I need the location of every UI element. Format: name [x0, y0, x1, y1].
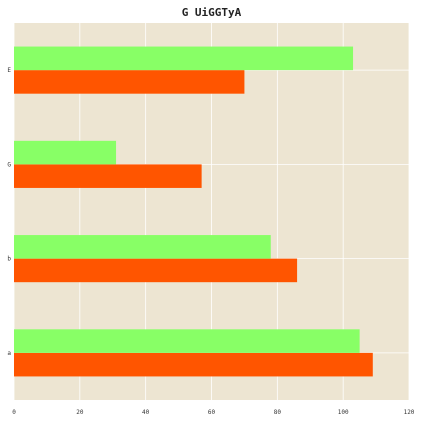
x-tick-label: 40 — [142, 409, 150, 416]
bar — [14, 164, 202, 188]
x-tick-label: 80 — [274, 409, 282, 416]
y-tick-label: b — [7, 256, 11, 263]
x-tick-label: 120 — [404, 409, 415, 416]
bar — [14, 258, 298, 283]
bar — [14, 329, 360, 353]
x-tick-labels: 0 20 40 60 80 100 120 — [12, 409, 415, 416]
bar — [14, 140, 117, 165]
bar — [14, 46, 354, 71]
bar — [14, 70, 245, 94]
bars — [14, 46, 373, 377]
x-tick-label: 60 — [208, 409, 216, 416]
y-tick-label: G — [7, 161, 11, 168]
chart-title: G UiGGTyA — [182, 6, 242, 19]
x-tick-label: 100 — [338, 409, 349, 416]
x-tick-label: 0 — [12, 409, 16, 416]
bar — [14, 235, 271, 259]
y-tick-label: E — [7, 67, 11, 74]
y-tick-label: a — [7, 350, 11, 357]
bar — [14, 352, 373, 377]
y-tick-labels: a b G E — [7, 67, 11, 357]
x-tick-label: 20 — [76, 409, 84, 416]
